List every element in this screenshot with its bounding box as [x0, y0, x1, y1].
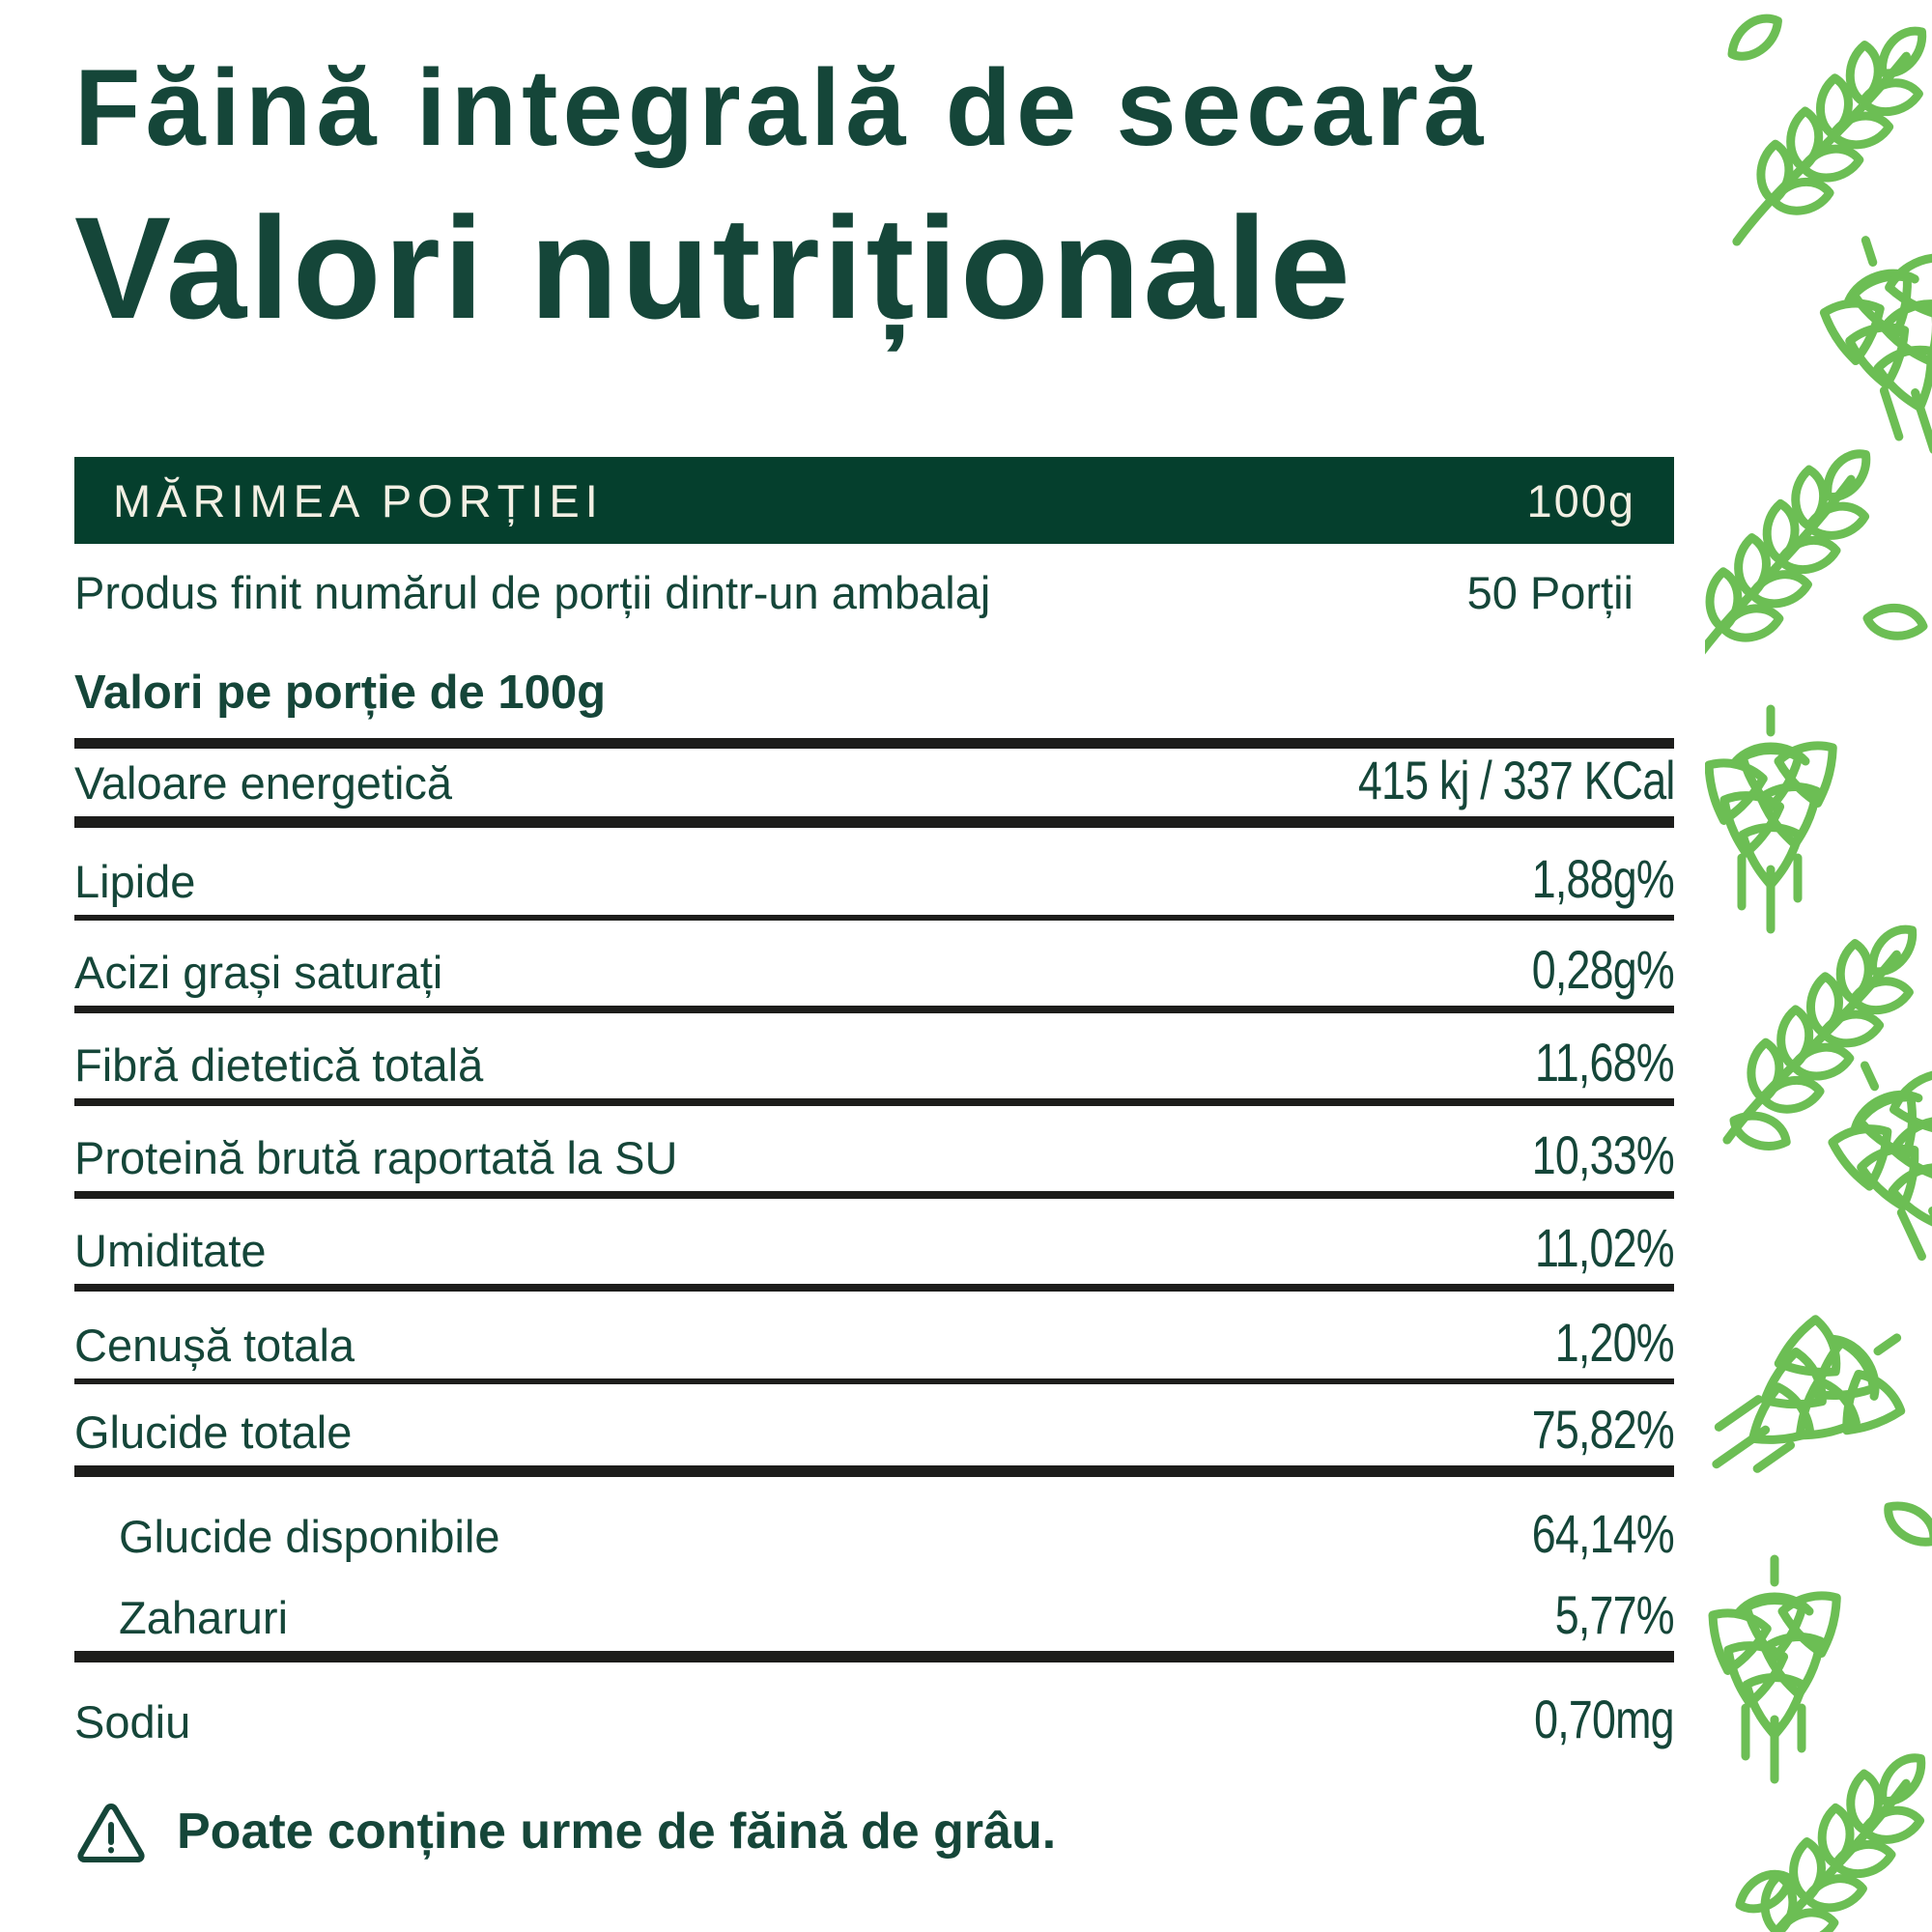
rye-hops-line-art-icon [1705, 0, 1932, 1932]
servings-per-package-label: Produs finit numărul de porții dintr-un … [74, 567, 991, 619]
table-row: Glucide disponibile 64,14% [74, 1477, 1675, 1570]
product-title: Făină integrală de secară [74, 47, 1489, 168]
nutrient-value: 11,02% [1535, 1216, 1675, 1278]
nutrient-value: 415 kj / 337 KCal [1357, 749, 1674, 810]
table-row: Zaharuri 5,77% [74, 1570, 1675, 1662]
table-row: Cenușă totala 1,20% [74, 1292, 1675, 1384]
serving-size-label: MĂRIMEA PORȚIEI [113, 474, 604, 526]
nutrient-value: 1,20% [1554, 1311, 1675, 1373]
nutrient-value: 75,82% [1531, 1398, 1675, 1460]
side-botanical-pattern [1705, 0, 1932, 1932]
nutrient-label: Lipide [74, 856, 196, 908]
allergen-warning: Poate conține urme de făină de grâu. [74, 1800, 1674, 1865]
nutrient-value: 64,14% [1531, 1502, 1675, 1564]
nutrient-label: Umiditate [74, 1225, 267, 1277]
nutrient-label: Glucide totale [74, 1406, 353, 1459]
nutrient-value: 0,28g% [1531, 938, 1675, 1000]
table-row: Lipide 1,88g% [74, 828, 1675, 921]
table-row: Umiditate 11,02% [74, 1199, 1675, 1292]
nutrient-label: Cenușă totala [74, 1320, 355, 1372]
nutrient-label: Glucide disponibile [119, 1511, 500, 1563]
nutrition-table: Valoare energetică 415 kj / 337 KCal Lipid… [74, 737, 1675, 1755]
nutrient-label: Sodiu [74, 1696, 191, 1748]
page-title: Valori nutriționale [74, 185, 1353, 349]
serving-size-value: 100g [1526, 474, 1635, 526]
nutrient-label: Valoare energetică [74, 757, 453, 810]
nutrient-value: 10,33% [1531, 1123, 1675, 1185]
nutrient-label: Zaharuri [119, 1592, 289, 1644]
nutrient-value: 1,88g% [1531, 847, 1675, 909]
table-row: Valoare energetică 415 kj / 337 KCal [74, 749, 1675, 828]
nutrient-value: 0,70mg [1534, 1688, 1674, 1749]
servings-per-package-value: 50 Porții [1466, 567, 1634, 619]
warning-triangle-icon [77, 1803, 145, 1862]
table-row: Sodiu 0,70mg [74, 1662, 1675, 1755]
nutrient-label: Proteină brută raportată la SU [74, 1132, 678, 1184]
serving-size-bar: MĂRIMEA PORȚIEI 100g [74, 457, 1674, 545]
servings-per-package-row: Produs finit numărul de porții dintr-un … [74, 567, 1674, 619]
label-content: Făină integrală de secară Valori nutriți… [74, 0, 1675, 1865]
nutrient-label: Acizi grași saturați [74, 947, 443, 999]
table-row: Glucide totale 75,82% [74, 1384, 1675, 1477]
table-row: Proteină brută raportată la SU 10,33% [74, 1106, 1675, 1199]
table-row: Fibră dietetică totală 11,68% [74, 1013, 1675, 1106]
per-serving-heading: Valori pe porție de 100g [74, 667, 607, 720]
nutrient-label: Fibră dietetică totală [74, 1039, 484, 1092]
allergen-text: Poate conține urme de făină de grâu. [177, 1804, 1057, 1861]
nutrient-value: 11,68% [1535, 1031, 1675, 1093]
table-row: Acizi grași saturați 0,28g% [74, 921, 1675, 1013]
nutrient-value: 5,77% [1554, 1583, 1675, 1645]
